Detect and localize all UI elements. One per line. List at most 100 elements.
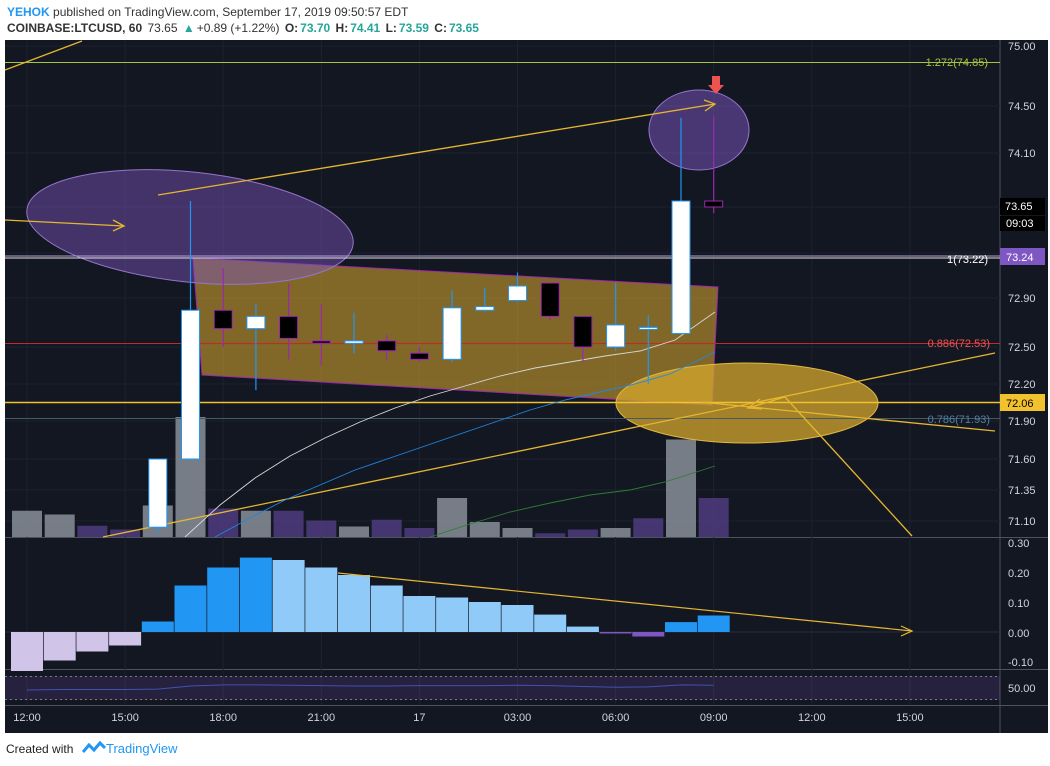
macd-tick-label: 0.20 bbox=[1008, 568, 1029, 580]
ma-line-green bbox=[429, 465, 716, 538]
macd-bar bbox=[174, 585, 207, 632]
time-tick-label: 18:00 bbox=[209, 712, 237, 724]
tradingview-logo-icon[interactable] bbox=[82, 740, 106, 756]
macd-bar bbox=[239, 557, 272, 632]
time-tick-label: 12:00 bbox=[13, 712, 41, 724]
time-tick-label: 17 bbox=[413, 712, 425, 724]
macd-bar bbox=[109, 632, 142, 646]
macd-histogram bbox=[11, 557, 730, 671]
candle-body bbox=[377, 340, 397, 352]
candle-body bbox=[540, 282, 560, 317]
price-tick-label: 71.10 bbox=[1008, 516, 1036, 528]
macd-bar bbox=[11, 632, 43, 671]
volume-bar bbox=[437, 498, 468, 537]
volume-bar bbox=[469, 522, 500, 537]
macd-bar bbox=[665, 622, 697, 632]
countdown-label: 09:03 bbox=[1006, 218, 1034, 230]
candle-body bbox=[344, 340, 364, 344]
change-value: +0.89 (+1.22%) bbox=[196, 21, 280, 35]
macd-bar bbox=[534, 614, 567, 632]
candle-body bbox=[311, 340, 331, 344]
created-with-text: Created with bbox=[6, 742, 74, 756]
candle-body bbox=[573, 315, 593, 348]
macd-pane[interactable] bbox=[5, 538, 1000, 669]
volume-bar bbox=[666, 439, 696, 537]
price-tick-label: 72.90 bbox=[1008, 293, 1036, 305]
macd-trendline bbox=[337, 572, 913, 632]
candle-body bbox=[671, 200, 691, 335]
high-label: H: bbox=[335, 21, 349, 35]
low-label: L: bbox=[385, 21, 397, 35]
low-value: 73.59 bbox=[398, 21, 429, 35]
level-7206-label: 72.06 bbox=[1006, 398, 1034, 410]
price-tick-label: 71.35 bbox=[1008, 485, 1036, 497]
candle-body bbox=[606, 324, 626, 348]
candle-body bbox=[475, 306, 495, 311]
volume-bar bbox=[633, 518, 664, 537]
volume-bar bbox=[77, 525, 108, 537]
candle-body bbox=[246, 315, 266, 330]
symbol-label[interactable]: COINBASE:LTCUSD, 60 bbox=[7, 21, 143, 35]
time-tick-label: 21:00 bbox=[308, 712, 336, 724]
macd-bar bbox=[43, 632, 76, 661]
volume-bar bbox=[339, 526, 369, 537]
volume-bar bbox=[404, 528, 435, 537]
volume-bar bbox=[698, 498, 729, 537]
fib-1272-label: 1.272(74.85) bbox=[926, 57, 988, 69]
macd-bar bbox=[370, 585, 403, 632]
rsi-tick-label: 50.00 bbox=[1008, 683, 1036, 695]
arrow-down-icon bbox=[708, 76, 724, 94]
volume-bar bbox=[600, 528, 631, 537]
price-tick-label: 72.20 bbox=[1008, 379, 1036, 391]
ma-line-white bbox=[184, 311, 716, 538]
macd-bar bbox=[697, 615, 730, 632]
volume-bar bbox=[535, 533, 566, 537]
macd-bar bbox=[272, 560, 305, 632]
macd-bar bbox=[632, 632, 665, 637]
footer: Created with TradingView bbox=[0, 736, 1050, 766]
price-axis-ticks: 75.00 74.50 74.10 72.90 72.50 72.20 71.90 71.60… bbox=[1008, 41, 1036, 695]
macd-bar bbox=[207, 567, 240, 632]
price-tick-label: 72.50 bbox=[1008, 342, 1036, 354]
price-tick-label: 74.50 bbox=[1008, 101, 1036, 113]
last-price-label: 73.65 bbox=[1005, 201, 1033, 213]
open-value: 73.70 bbox=[300, 21, 331, 35]
ellipse-top bbox=[648, 89, 750, 171]
macd-tick-label: -0.10 bbox=[1008, 657, 1033, 669]
fib-1-label: 1(73.22) bbox=[947, 254, 988, 266]
volume-bar bbox=[567, 529, 598, 537]
candle-body bbox=[148, 458, 168, 528]
volume-bars bbox=[12, 417, 729, 537]
level-7324-label: 73.24 bbox=[1006, 252, 1034, 264]
rsi-line bbox=[26, 684, 714, 691]
volume-bar bbox=[273, 510, 304, 537]
fib-0886-label: 0.886(72.53) bbox=[928, 338, 990, 350]
time-axis-area[interactable] bbox=[5, 705, 1048, 733]
candle-body bbox=[704, 200, 724, 208]
tradingview-brand[interactable]: TradingView bbox=[106, 741, 178, 756]
price-tick-label: 74.10 bbox=[1008, 148, 1036, 160]
time-tick-label: 06:00 bbox=[602, 712, 630, 724]
macd-bar bbox=[599, 632, 632, 634]
time-tick-label: 03:00 bbox=[504, 712, 532, 724]
author-link[interactable]: YEHOK bbox=[7, 5, 50, 19]
time-tick-label: 15:00 bbox=[896, 712, 924, 724]
macd-bar bbox=[403, 596, 436, 632]
publish-line: YEHOK published on TradingView.com, Sept… bbox=[7, 5, 408, 19]
time-tick-label: 12:00 bbox=[798, 712, 826, 724]
last-value: 73.65 bbox=[147, 21, 178, 35]
time-tick-label: 15:00 bbox=[111, 712, 139, 724]
candle-body bbox=[181, 309, 200, 460]
macd-tick-label: 0.00 bbox=[1008, 628, 1029, 640]
macd-bar bbox=[338, 575, 370, 632]
price-scale-area[interactable] bbox=[1000, 40, 1048, 705]
macd-bar bbox=[436, 597, 469, 632]
volume-bar bbox=[110, 529, 141, 537]
close-label: C: bbox=[434, 21, 447, 35]
volume-bar bbox=[44, 514, 75, 537]
close-value: 73.65 bbox=[448, 21, 479, 35]
price-tick-label: 75.00 bbox=[1008, 41, 1036, 53]
candle-body bbox=[213, 309, 233, 330]
price-tick-label: 71.90 bbox=[1008, 416, 1036, 428]
